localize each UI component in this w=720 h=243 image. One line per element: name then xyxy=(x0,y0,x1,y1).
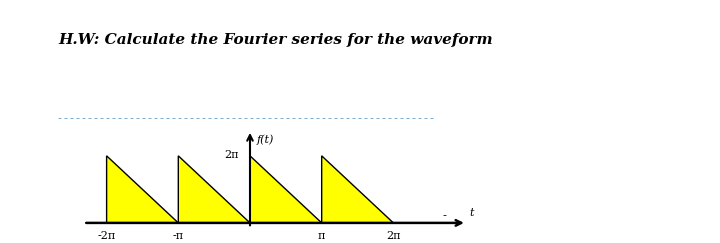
Text: t: t xyxy=(469,208,474,217)
Text: 2π: 2π xyxy=(386,231,400,242)
Text: f(t): f(t) xyxy=(257,134,274,145)
Polygon shape xyxy=(179,156,250,223)
Text: -: - xyxy=(442,210,446,220)
Text: -π: -π xyxy=(173,231,184,242)
Text: -2π: -2π xyxy=(97,231,116,242)
Polygon shape xyxy=(107,156,179,223)
Text: π: π xyxy=(318,231,325,242)
Text: 2π: 2π xyxy=(224,150,238,160)
Text: H.W: Calculate the Fourier series for the waveform: H.W: Calculate the Fourier series for th… xyxy=(58,33,492,47)
Polygon shape xyxy=(250,156,322,223)
Polygon shape xyxy=(322,156,393,223)
